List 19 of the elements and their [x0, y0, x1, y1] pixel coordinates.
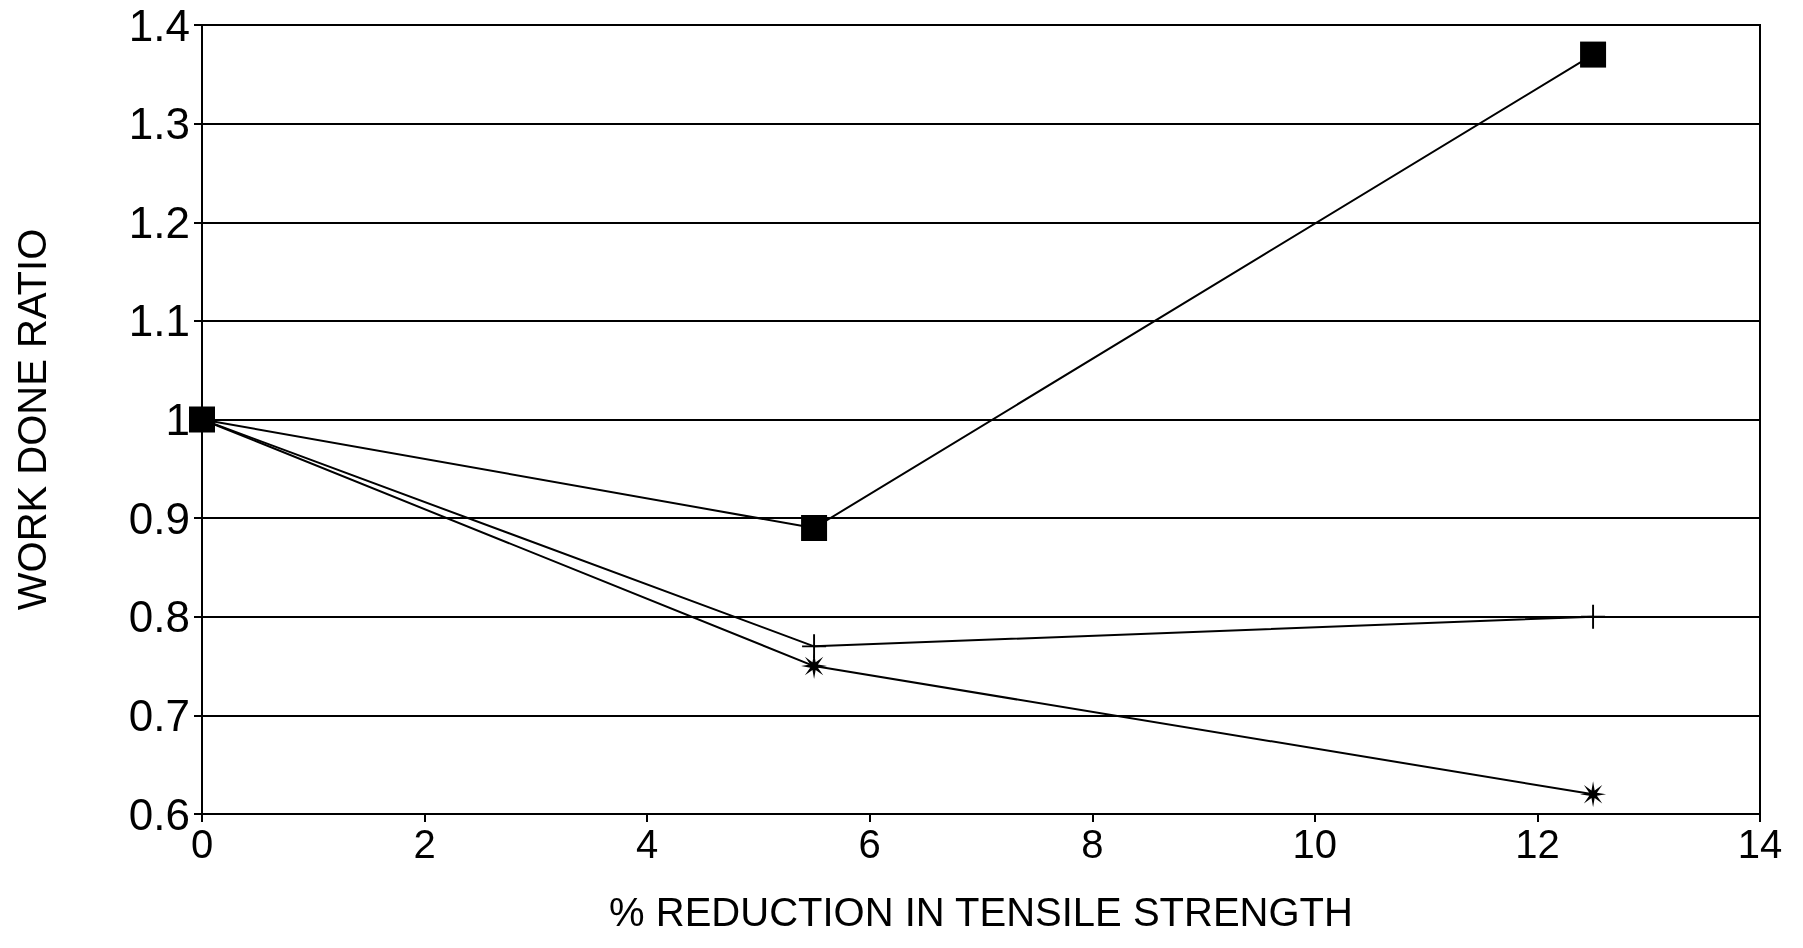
y-tick-label: 1.3: [128, 99, 190, 149]
x-tick-label: 0: [190, 822, 214, 866]
y-tick-label: 1.2: [128, 197, 190, 247]
y-tick-label: 1: [165, 395, 190, 444]
x-tick-label: 2: [413, 822, 436, 866]
y-tick-label: 0.7: [128, 690, 190, 740]
x-tick-label: 8: [1081, 822, 1104, 866]
x-axis-title: % REDUCTION IN TENSILE STRENGTH: [609, 890, 1353, 934]
x-tick-label: 4: [636, 822, 659, 866]
y-axis-title: WORK DONE RATIO: [10, 228, 54, 611]
y-tick-label: 1.1: [128, 296, 190, 346]
x-tick-label: 6: [858, 822, 881, 866]
y-tick-label: 0.6: [128, 789, 190, 839]
x-tick-label: 10: [1292, 822, 1338, 866]
y-tick-label: 0.8: [128, 592, 190, 642]
x-tick-label: 14: [1737, 822, 1783, 866]
y-tick-label: 1.4: [128, 0, 190, 50]
y-tick-label: 0.9: [128, 493, 190, 543]
x-tick-label: 12: [1515, 822, 1560, 866]
